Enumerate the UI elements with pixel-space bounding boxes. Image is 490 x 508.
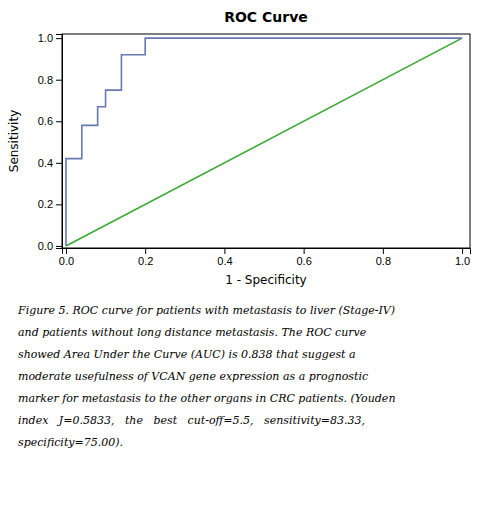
caption-line: index J=0.5833, the best cut-off=5.5, se…	[18, 414, 365, 427]
x-axis-label: 1 - Specificity	[225, 273, 306, 287]
y-axis-label: Sensitivity	[7, 110, 21, 172]
caption: Figure 5. ROC curve for patients with me…	[17, 304, 395, 449]
plot-area	[66, 38, 462, 246]
tick-mark	[56, 80, 62, 81]
tick-label: 0.0	[59, 255, 74, 267]
tick-mark	[56, 204, 62, 205]
y-axis: 0.0 0.2 0.4 0.6 0.8 1.0	[38, 32, 63, 252]
caption-line: specificity=75.00).	[18, 436, 123, 449]
tick-mark	[304, 248, 305, 254]
tick: 1.0	[455, 248, 470, 267]
chart: ROC Curve0.00.20.40.60.81.00.00.20.40.60…	[0, 0, 490, 508]
caption-line: moderate usefulness of VCAN gene express…	[18, 370, 368, 383]
tick: 0.2	[38, 198, 62, 210]
tick-label: 0.4	[217, 255, 232, 267]
tick-mark	[56, 246, 62, 247]
title: ROC Curve	[224, 9, 308, 25]
tick-mark	[145, 248, 146, 254]
tick-mark	[224, 248, 225, 254]
tick-mark	[56, 38, 62, 39]
tick: 0.6	[296, 248, 311, 267]
line	[66, 38, 462, 246]
tick-label: 0.6	[38, 115, 53, 127]
plot-frame	[62, 34, 470, 248]
caption-line: Figure 5. ROC curve for patients with me…	[17, 304, 395, 317]
caption-line: marker for metastasis to the other organ…	[18, 392, 395, 405]
tick-label: 0.2	[138, 255, 153, 267]
tick-label: 0.8	[376, 255, 391, 267]
tick: 0.8	[38, 74, 62, 86]
tick-label: 0.6	[296, 255, 311, 267]
tick: 0.4	[217, 248, 232, 267]
tick-label: 0.8	[38, 74, 53, 86]
tick-label: 0.0	[38, 240, 53, 252]
tick-label: 0.4	[38, 157, 53, 169]
tick-label: 1.0	[455, 255, 470, 267]
tick: 0.0	[59, 248, 74, 267]
line	[66, 38, 462, 246]
tick-mark	[462, 248, 463, 254]
caption-line: showed Area Under the Curve (AUC) is 0.8…	[18, 348, 356, 361]
tick-label: 0.2	[38, 198, 53, 210]
tick-mark	[56, 121, 62, 122]
tick: 1.0	[38, 32, 62, 44]
tick: 0.2	[138, 248, 153, 267]
tick: 0.0	[38, 240, 62, 252]
tick-mark	[66, 248, 67, 254]
tick: 0.4	[38, 157, 62, 169]
tick-mark	[56, 163, 62, 164]
tick-mark	[383, 248, 384, 254]
x-axis-line	[63, 249, 471, 255]
tick: 0.6	[38, 115, 62, 127]
x-axis: 0.0 0.2 0.4 0.6 0.8 1.0	[59, 248, 471, 267]
tick: 0.8	[376, 248, 391, 267]
tick-label: 1.0	[38, 32, 53, 44]
caption-line: and patients without long distance metas…	[18, 326, 367, 339]
